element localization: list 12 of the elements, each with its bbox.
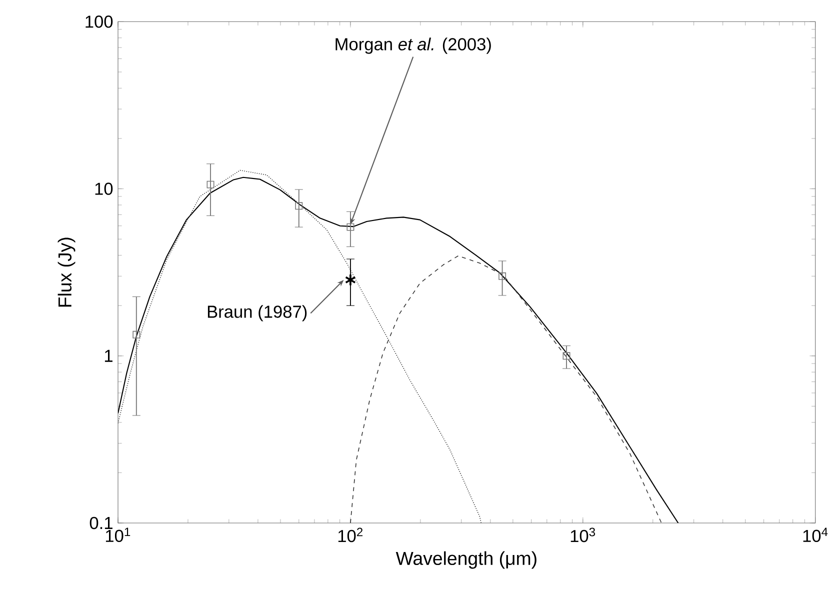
x-tick-label: 10$^{1}$ — [106, 528, 130, 542]
y-tick-label: 10 — [95, 182, 113, 195]
annotation: Braun (1987) — [208, 305, 307, 322]
annotation: Morgan et al. (2003) — [336, 38, 491, 54]
y-axis-title: Flux (Jy) — [58, 238, 76, 307]
y-tick-label: 1 — [104, 350, 112, 362]
x-tick-label: 10$^{4}$ — [803, 528, 828, 542]
y-tick-label: 0.1 — [90, 516, 112, 530]
x-axis-title: Wavelength (μm) — [396, 551, 536, 569]
x-tick-label: 10$^{3}$ — [570, 528, 596, 542]
x-tick-label: 10$^{2}$ — [338, 528, 363, 542]
y-tick-label: 100 — [86, 16, 113, 28]
